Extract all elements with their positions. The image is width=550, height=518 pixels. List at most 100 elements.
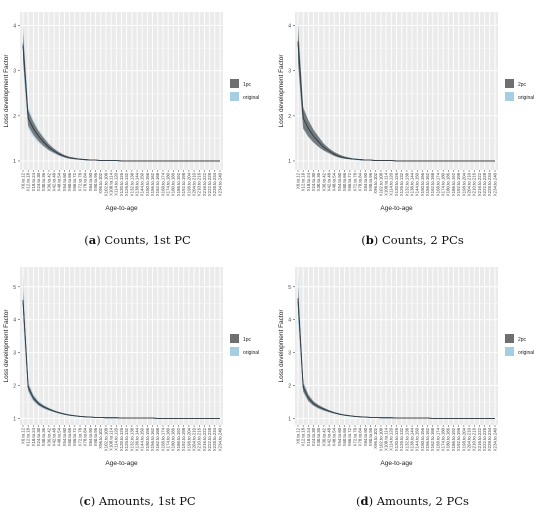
x-tick-label: X102.to.108 (378, 427, 383, 451)
x-tick-label: X90.to.96 (93, 427, 98, 446)
caption-d: (d) Amounts, 2 PCs (356, 494, 469, 508)
x-tick-label: X186.to.192 (176, 427, 181, 451)
y-tick-label: 2 (13, 114, 16, 120)
x-tick-label: X150.to.156 (420, 427, 425, 451)
x-tick-label: X186.to.192 (176, 172, 181, 196)
caption-b: (b) Counts, 2 PCs (361, 233, 464, 247)
x-tick-label: X234.to.240 (492, 172, 497, 196)
x-tick-label: X120.to.126 (119, 172, 124, 196)
caption-c: (c) Amounts, 1st PC (79, 494, 196, 508)
x-tick-label: X78.to.84 (358, 172, 363, 191)
x-tick-label: X36.to.42 (46, 427, 51, 446)
x-tick-label: X72.to.78 (77, 427, 82, 446)
x-tick-label: X204.to.210 (191, 172, 196, 196)
x-tick-label: X42.to.48 (52, 427, 57, 446)
x-tick-label: X234.to.240 (217, 172, 222, 196)
legend-label: 2pc (518, 82, 527, 88)
x-tick-label: X222.to.228 (207, 172, 212, 196)
x-tick-label: X150.to.156 (420, 172, 425, 196)
x-tick-label: X24.to.30 (311, 172, 316, 191)
x-tick-label: X228.to.234 (487, 172, 492, 196)
x-tick-label: X192.to.198 (456, 427, 461, 451)
x-tick-label: X36.to.42 (321, 172, 326, 191)
y-tick-label: 4 (13, 24, 16, 30)
x-tick-label: X204.to.210 (191, 427, 196, 451)
x-tick-label: X72.to.78 (352, 172, 357, 191)
x-tick-label: X132.to.138 (404, 427, 409, 451)
caption-a: (a) Counts, 1st PC (84, 233, 191, 247)
y-tick-label: 3 (13, 351, 16, 357)
x-tick-label: X114.to.120 (114, 427, 119, 450)
x-tick-label: X18.to.24 (306, 427, 311, 446)
x-tick-label: X30.to.36 (316, 172, 321, 191)
chart-panel-d: 1 2 3 4 5 X6.to.12 X12.to.18 X18.to.24 X24.to.30… (278, 267, 534, 467)
x-tick-label: X174.to.180 (166, 427, 171, 451)
x-tick-label: X24.to.30 (311, 427, 316, 446)
x-tick-label: X192.to.198 (181, 172, 186, 196)
y-tick-label: 5 (288, 285, 291, 291)
x-tick-label: X150.to.156 (145, 172, 150, 196)
x-tick-label: X120.to.126 (394, 172, 399, 196)
x-tick-label: X228.to.234 (212, 172, 217, 196)
x-tick-label: X180.to.186 (171, 427, 176, 451)
chart-panel-c: 1 2 3 4 5 X6.to.12 X12.to.18 X18.to.24 X24.to.30… (3, 267, 259, 467)
x-axis-title: Age-to-age (380, 460, 413, 467)
legend-key-1pc (230, 334, 239, 343)
series-line-2pc (297, 41, 495, 162)
x-tick-label: X108.to.114 (384, 172, 389, 195)
x-tick-label: X54.to.60 (62, 172, 67, 191)
x-tick-label: X36.to.42 (46, 172, 51, 191)
x-tick-label: X72.to.78 (352, 427, 357, 446)
x-tick-label: X168.to.174 (435, 427, 440, 451)
x-tick-label: X126.to.132 (124, 427, 129, 451)
ribbon-2pc (298, 286, 495, 419)
x-tick-label: X12.to.18 (301, 172, 306, 191)
x-tick-label: X66.to.72 (347, 172, 352, 191)
x-tick-label: X48.to.54 (57, 172, 62, 191)
x-tick-label: X204.to.210 (466, 172, 471, 196)
caption-letter: a (88, 233, 97, 247)
x-tick-label: X162.to.168 (155, 427, 160, 451)
x-tick-label: X108.to.114 (109, 172, 114, 195)
x-tick-label: X12.to.18 (26, 172, 31, 191)
x-tick-label: X120.to.126 (119, 427, 124, 451)
x-tick-label: X174.to.180 (166, 172, 171, 196)
x-tick-label: X210.to.216 (472, 172, 477, 196)
x-tick-label: X132.to.138 (129, 172, 134, 196)
x-tick-label: X102.to.108 (378, 172, 383, 196)
y-tick-label: 3 (288, 351, 291, 357)
x-tick-label: X54.to.60 (337, 172, 342, 191)
legend-label: 1pc (243, 82, 252, 88)
x-tick-label: X102.to.108 (103, 427, 108, 451)
x-tick-label: X156.to.162 (150, 427, 155, 451)
x-tick-label: X30.to.36 (316, 427, 321, 446)
x-tick-label: X138.to.144 (409, 427, 414, 451)
x-tick-label: X6.to.12 (20, 427, 25, 444)
y-tick-label: 1 (288, 416, 291, 422)
x-tick-label: X90.to.96 (93, 172, 98, 191)
x-tick-label: X198.to.204 (461, 172, 466, 196)
legend-key-original (230, 347, 239, 356)
x-tick-label: X48.to.54 (332, 172, 337, 191)
x-tick-label: X228.to.234 (212, 427, 217, 451)
x-tick-label: X168.to.174 (160, 172, 165, 196)
x-tick-label: X180.to.186 (446, 172, 451, 196)
x-tick-label: X204.to.210 (466, 427, 471, 451)
x-tick-label: X198.to.204 (186, 427, 191, 451)
legend-label: original (243, 350, 259, 356)
legend-key-original (505, 92, 514, 101)
x-tick-label: X216.to.222 (202, 427, 207, 451)
x-tick-label: X180.to.186 (446, 427, 451, 451)
x-axis-title: Age-to-age (105, 460, 138, 467)
legend-label: original (243, 95, 259, 101)
x-tick-label: X84.to.90 (88, 427, 93, 446)
x-tick-label: X144.to.150 (415, 172, 420, 196)
x-tick-label: X42.to.48 (327, 172, 332, 191)
x-tick-label: X6.to.12 (295, 172, 300, 189)
caption-text: Amounts, 1st PC (95, 494, 196, 508)
x-tick-label: X24.to.30 (36, 427, 41, 446)
y-tick-label: 1 (13, 159, 16, 165)
legend-key-original (230, 92, 239, 101)
x-tick-label: X60.to.66 (342, 427, 347, 446)
x-tick-label: X114.to.120 (114, 172, 119, 195)
